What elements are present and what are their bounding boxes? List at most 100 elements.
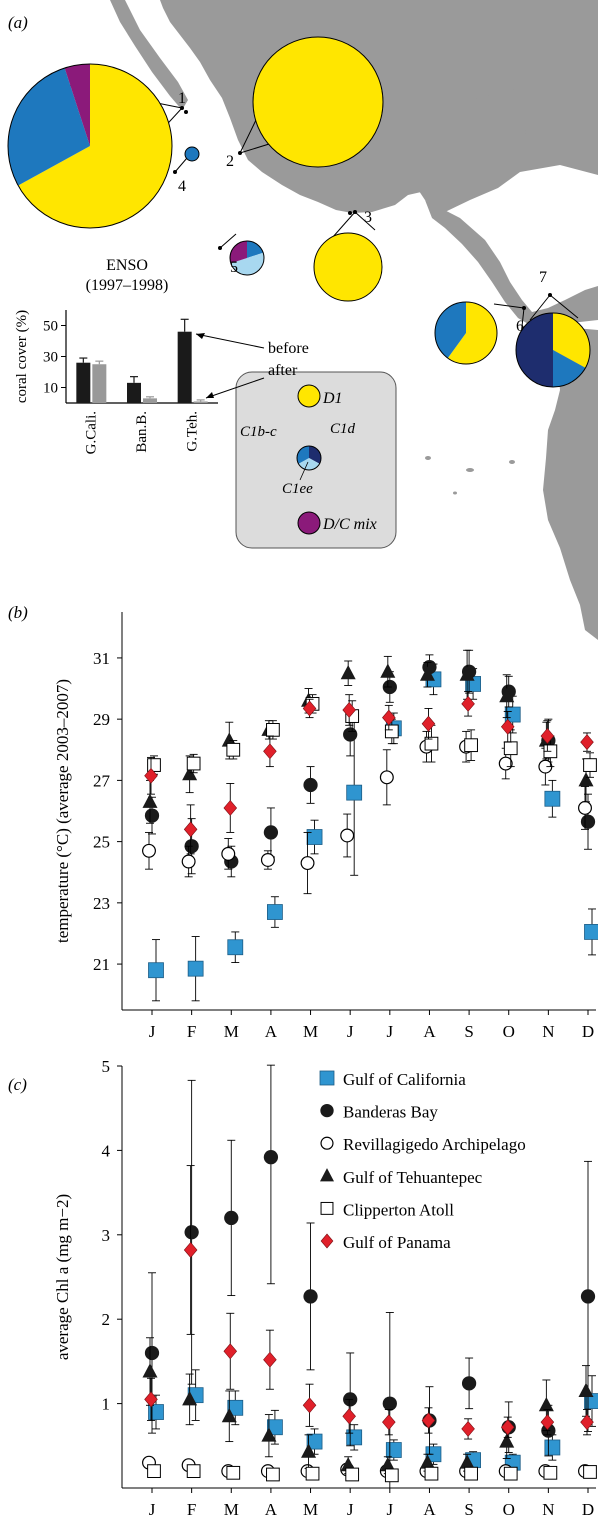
legend-marker <box>320 1201 334 1215</box>
site-label-3: 3 <box>364 209 372 226</box>
data-point <box>464 738 478 753</box>
xtick-label: M <box>224 1022 239 1041</box>
data-point <box>498 756 513 771</box>
pie-site-1-slice <box>8 68 91 186</box>
data-point <box>543 1465 558 1480</box>
ytick-label: 29 <box>93 710 110 729</box>
pie-site-4-slice <box>184 146 200 162</box>
pie-site-5-slice <box>230 241 247 264</box>
data-point <box>142 1363 158 1378</box>
legend-swatch-dc-mix <box>297 511 321 535</box>
data-point <box>183 1242 198 1258</box>
map-panel: (a) <box>7 0 598 640</box>
data-point <box>306 1433 323 1450</box>
data-point <box>263 1150 279 1165</box>
xtick-label: M <box>224 1500 239 1519</box>
xtick-label: S <box>464 1500 473 1519</box>
inset-xtick: G.Teh. <box>185 411 201 452</box>
data-point <box>544 1439 561 1456</box>
series-gulf-of-panama <box>144 691 594 855</box>
data-point <box>461 1376 477 1391</box>
data-point <box>227 1399 244 1416</box>
xtick-label: J <box>387 1022 394 1041</box>
data-point <box>459 666 475 681</box>
legend-marker <box>320 1233 334 1249</box>
xtick-label: A <box>265 1022 278 1041</box>
site-label-2: 2 <box>226 153 234 170</box>
series-clipperton-atoll <box>147 1464 597 1483</box>
inset-ytick: 30 <box>43 350 58 366</box>
data-point <box>301 1443 317 1458</box>
xtick-label: F <box>187 1500 196 1519</box>
land-islet <box>453 491 457 495</box>
data-point <box>464 1466 478 1481</box>
xtick-label: S <box>464 1022 473 1041</box>
xtick-label: M <box>303 1500 318 1519</box>
xtick-label: J <box>347 1500 354 1519</box>
data-point <box>148 962 164 979</box>
data-point <box>263 1351 277 1368</box>
legend-marker <box>320 1136 334 1150</box>
inset-bar-before <box>177 331 192 403</box>
y-axis-label: temperature (°C) (average 2003–2007) <box>53 679 72 943</box>
data-point <box>583 758 597 772</box>
data-point <box>263 825 279 840</box>
data-point <box>385 1442 402 1458</box>
xtick-label: J <box>149 1022 156 1041</box>
data-point <box>342 702 356 718</box>
xtick-label: O <box>503 1022 515 1041</box>
inset-title: ENSO <box>106 257 148 274</box>
data-point <box>419 1454 435 1469</box>
data-point <box>142 843 156 858</box>
data-point <box>227 939 244 956</box>
data-point <box>142 793 158 808</box>
xtick-label: D <box>582 1500 594 1519</box>
land-jamaica <box>494 126 526 138</box>
pie-site-6-slice <box>434 302 466 359</box>
data-point <box>540 728 555 744</box>
data-point <box>580 1414 594 1431</box>
series-gulf-of-california <box>148 663 598 1002</box>
xtick-label: N <box>542 1500 554 1519</box>
inset-bar-before <box>76 362 91 403</box>
panel-label-c: (c) <box>8 1075 27 1094</box>
series-revillagigedo-archipelago <box>142 1455 592 1479</box>
data-point <box>300 856 315 871</box>
data-point <box>578 1382 594 1397</box>
data-point <box>584 924 598 940</box>
data-point <box>503 741 518 756</box>
legend-label-c1d: C1d <box>330 421 356 437</box>
data-point <box>303 777 318 793</box>
pie-site-7-slice <box>553 313 590 368</box>
pie-site-2 <box>252 36 384 168</box>
data-point <box>499 687 515 703</box>
xtick-label: A <box>423 1022 436 1041</box>
data-point <box>421 1412 436 1429</box>
data-point <box>540 1414 555 1431</box>
data-point <box>266 722 280 737</box>
data-point <box>144 767 158 784</box>
data-point <box>499 1433 515 1448</box>
site-label-5: 5 <box>230 259 238 276</box>
xtick-label: A <box>265 1500 278 1519</box>
data-point <box>223 799 238 816</box>
inset-xtick: Ban.B. <box>134 411 150 453</box>
data-point <box>226 1465 241 1480</box>
panel-label-b: (b) <box>8 603 28 622</box>
pie-site-4 <box>184 146 200 162</box>
legend-label-c1bc: C1b-c <box>240 424 277 440</box>
ytick-label: 25 <box>93 833 110 852</box>
series-clipperton-atoll <box>147 694 597 778</box>
xtick-label: N <box>542 1022 554 1041</box>
xtick-label: J <box>347 1022 354 1041</box>
series-banderas-bay <box>144 1064 596 1489</box>
data-point <box>340 828 355 843</box>
data-point <box>382 1414 396 1431</box>
ytick-label: 23 <box>93 894 110 913</box>
data-point <box>181 854 196 869</box>
data-point <box>578 772 594 787</box>
data-point <box>382 709 396 726</box>
ytick-label: 5 <box>102 1057 111 1076</box>
site-label-4: 4 <box>178 178 186 195</box>
data-point <box>578 800 592 815</box>
